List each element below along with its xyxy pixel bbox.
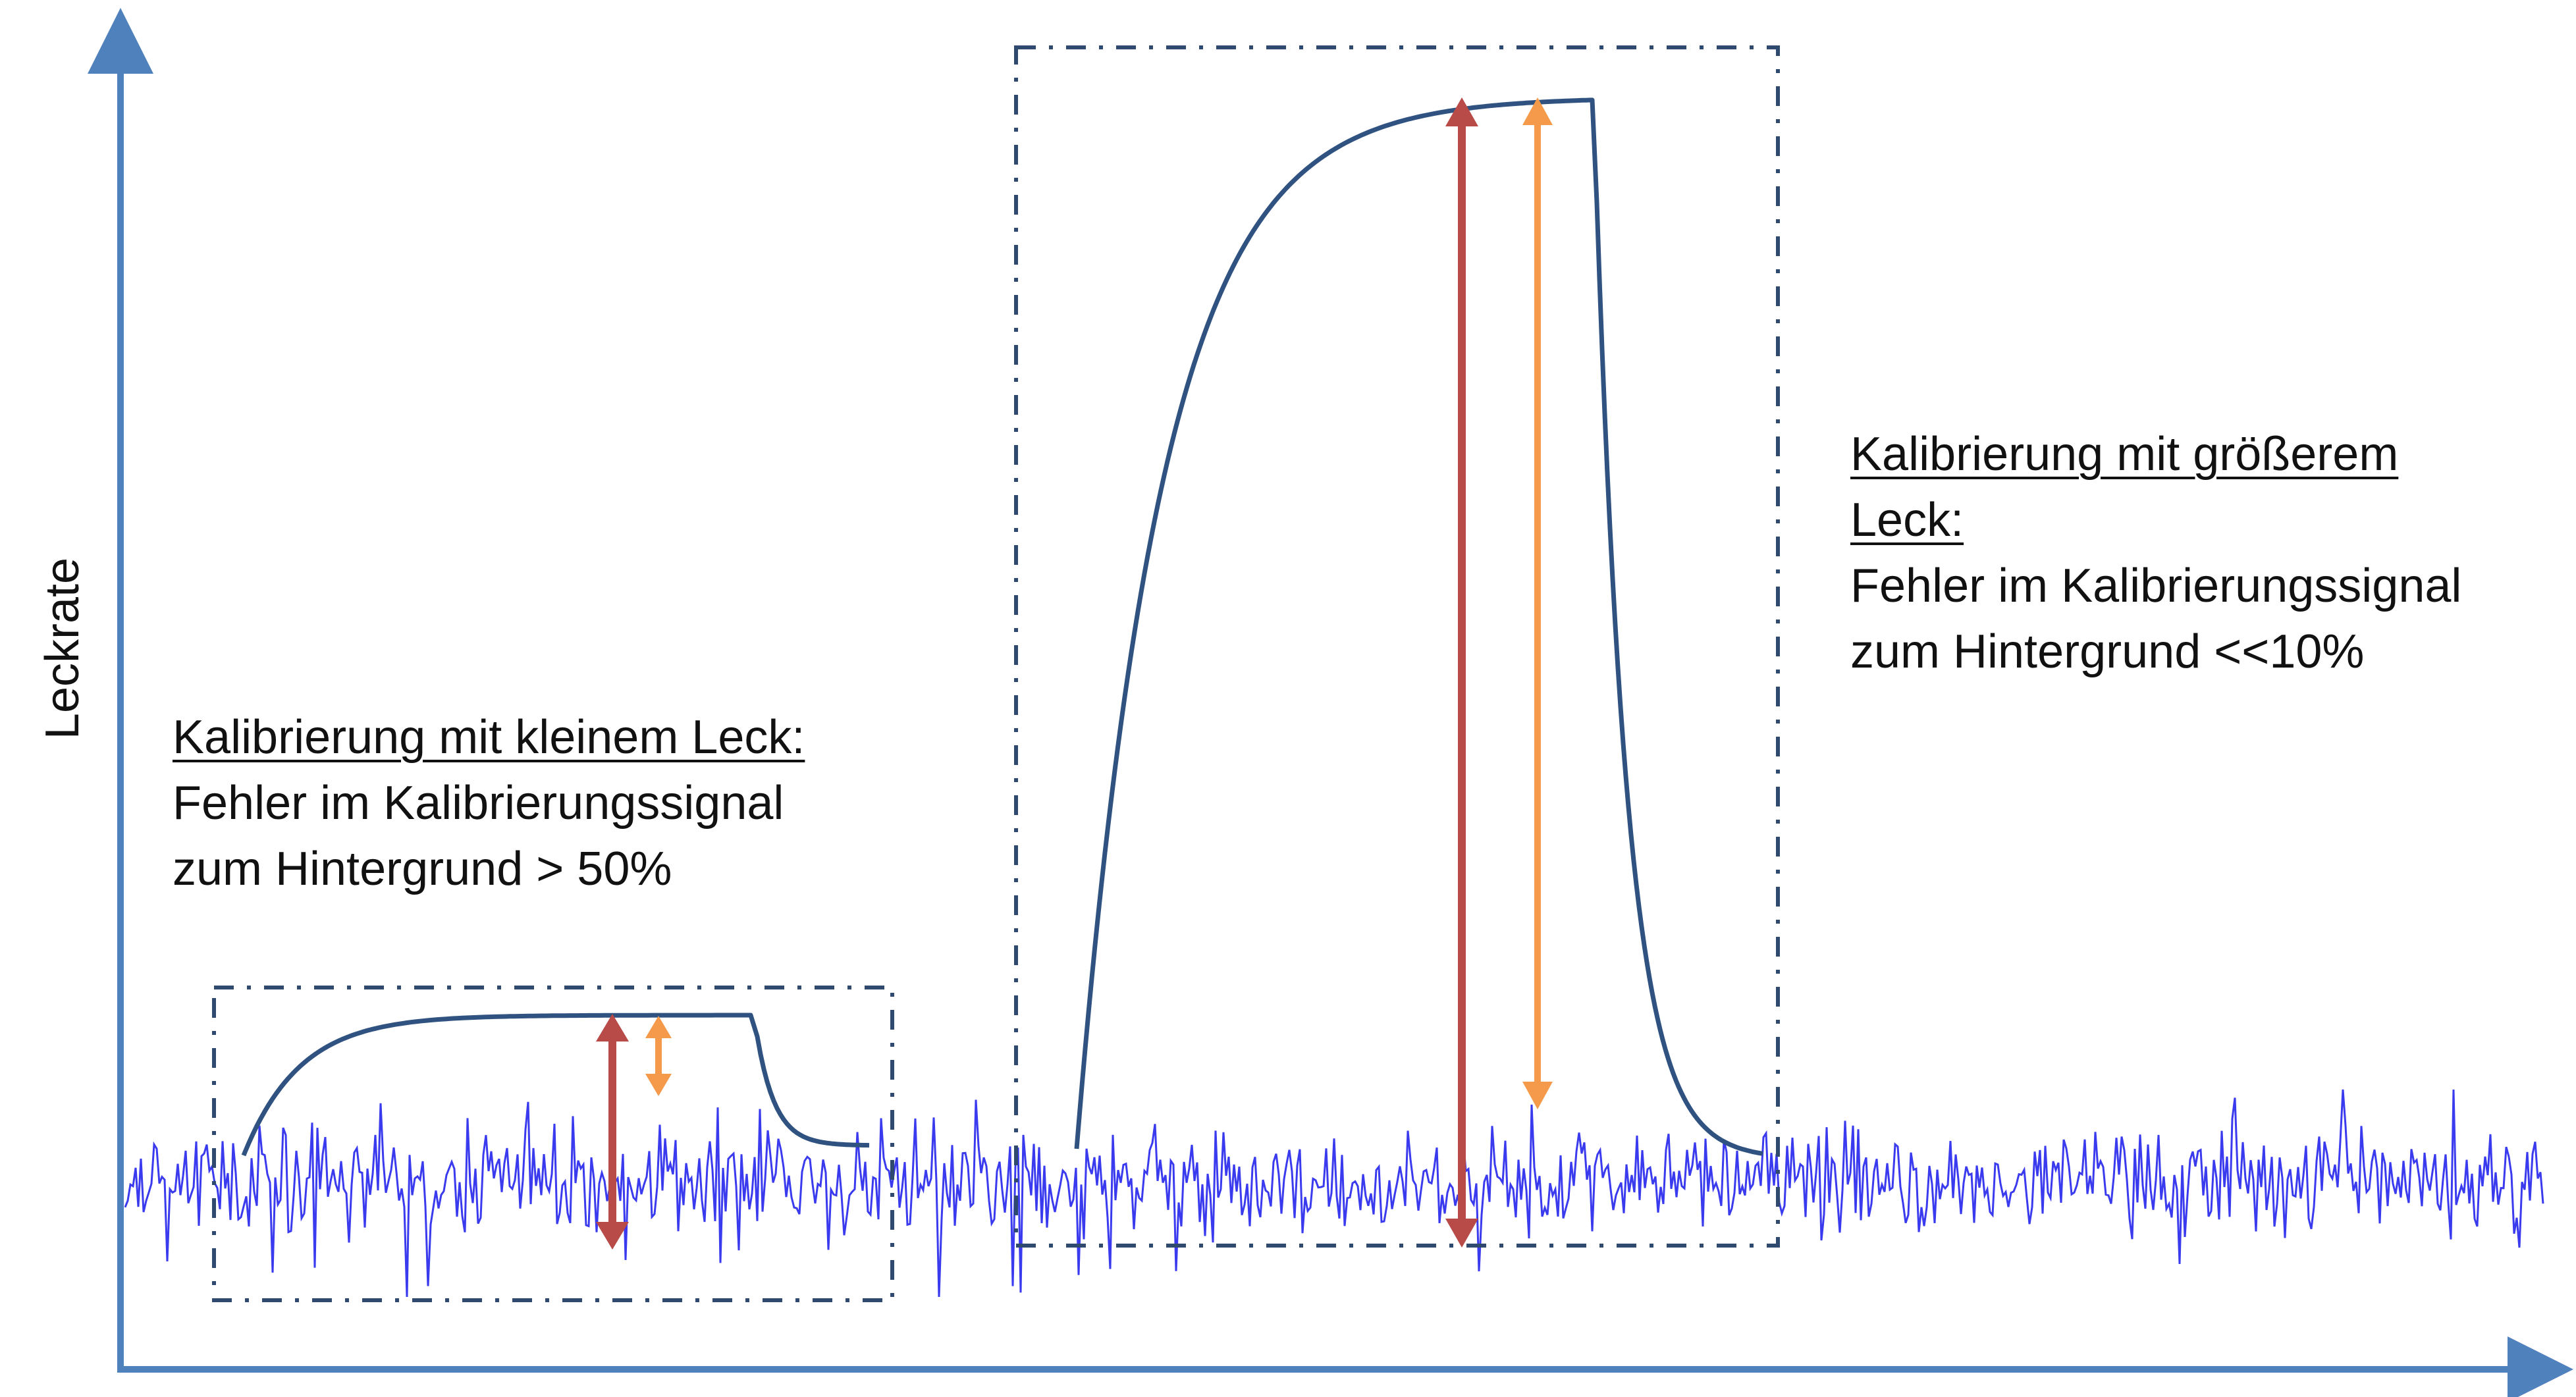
small-leak-box — [212, 986, 894, 1302]
large-leak-signal-arrow — [1522, 97, 1553, 1109]
background-noise-signal — [124, 1089, 2544, 1298]
small-leak-line1: Fehler im Kalibrierungssignal — [173, 777, 784, 830]
large-leak-heading-line1: Kalibrierung mit größerem — [1850, 428, 2399, 481]
small-leak-annotation: Kalibrierung mit kleinem Leck: Fehler im… — [173, 704, 805, 902]
large-leak-annotation: Kalibrierung mit größerem Leck: Fehler i… — [1850, 421, 2461, 685]
small-leak-line2: zum Hintergrund > 50% — [173, 843, 672, 895]
small-leak-heading: Kalibrierung mit kleinem Leck: — [173, 711, 805, 764]
large-leak-heading-line2: Leck: — [1850, 494, 1964, 546]
large-leak-line2: zum Hintergrund <<10% — [1850, 625, 2365, 678]
small-leak-total-arrow — [596, 1014, 629, 1250]
large-leak-signal-curve — [1074, 97, 1763, 1156]
small-leak-signal-arrow — [645, 1016, 672, 1096]
large-leak-total-arrow — [1445, 97, 1478, 1248]
y-axis-label: Leckrate — [36, 557, 89, 740]
large-leak-line1: Fehler im Kalibrierungssignal — [1850, 560, 2462, 612]
small-leak-signal-curve — [241, 1013, 870, 1157]
large-leak-box — [1014, 45, 1780, 1248]
